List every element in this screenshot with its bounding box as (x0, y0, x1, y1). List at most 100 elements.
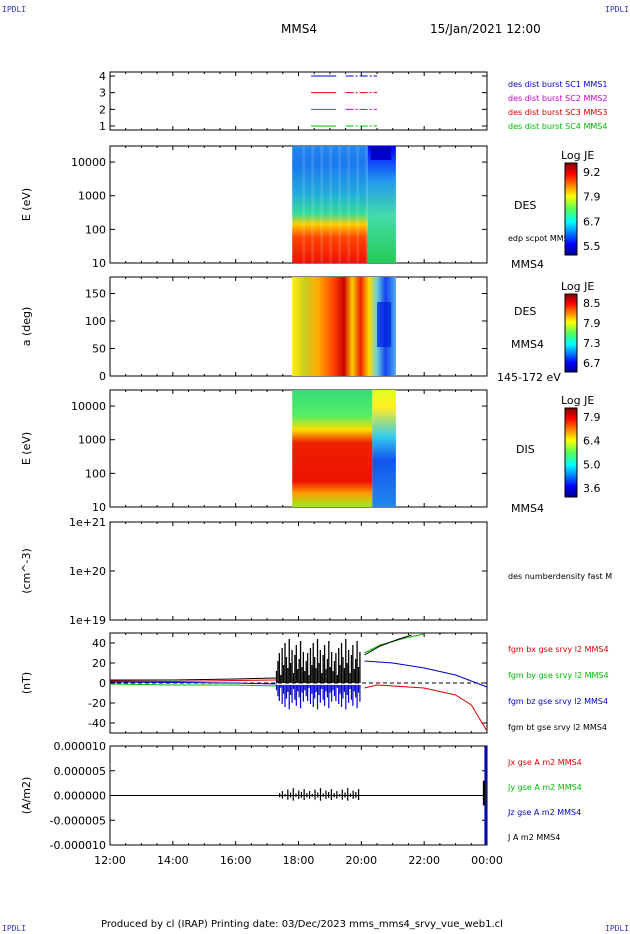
series-label: des numberdensity fast M (508, 572, 612, 581)
time-tick-label: 14:00 (157, 854, 189, 867)
y-tick-label: 10000 (71, 156, 106, 169)
y-tick-label: 0 (99, 677, 106, 690)
instrument-label: DIS (516, 443, 535, 456)
colorbar-tick-label: 6.7 (583, 215, 601, 228)
datetime-title: 15/Jan/2021 12:00 (430, 22, 541, 36)
spectrogram-high-energy-patch (370, 146, 392, 160)
spacecraft-title: MMS4 (281, 22, 317, 36)
bt-line (110, 677, 277, 681)
time-tick-label: 22:00 (408, 854, 440, 867)
spectrogram-stripe (329, 146, 333, 263)
colorbar (564, 407, 578, 498)
y-tick-label: 40 (92, 637, 106, 650)
time-tick-label: 12:00 (94, 854, 126, 867)
y-tick-label: 0.000000 (54, 790, 107, 803)
series-label: fgm by gse srvy l2 MMS4 (508, 671, 609, 680)
colorbar-tick-label: 7.9 (583, 191, 601, 204)
panel-6: -40 -20 0 20 40 (nT) fgm bx gse srvy l2 MMS4 fg… (20, 632, 609, 734)
spacecraft-label: MMS4 (511, 502, 544, 515)
y-tick-label: 100 (85, 467, 106, 480)
series-label: des dist burst SC4 MMS4 (508, 122, 607, 131)
y-tick-label: 4 (99, 70, 106, 83)
by-line (109, 683, 277, 687)
series-label: des dist burst SC1 MMS1 (508, 80, 607, 89)
corner-label-top-left: IPDLI (2, 5, 27, 14)
y-tick-label: -0.000010 (50, 839, 106, 852)
panel-frame (109, 71, 488, 131)
spectrogram-stripe (347, 146, 351, 263)
y-axis-label: (cm^-3) (20, 548, 33, 594)
y-tick-label: 0 (99, 370, 106, 383)
y-tick-label: 0.000005 (54, 765, 107, 778)
y-tick-label: 3 (99, 87, 106, 100)
y-axis-label: E (eV) (20, 432, 33, 465)
bx-line (364, 684, 488, 732)
plot-area: 1 2 3 4 des dist burst SC1 MMS1 des dist burs… (20, 70, 612, 867)
colorbar-tick-label: 6.7 (583, 357, 601, 370)
time-tick-label: 20:00 (345, 854, 377, 867)
spectrogram-stripe (302, 146, 306, 263)
y-tick-label: -20 (88, 697, 106, 710)
y-tick-label: 1 (99, 120, 106, 133)
panel-1: 1 2 3 4 des dist burst SC1 MMS1 des dist burs… (99, 70, 607, 133)
y-tick-label: 50 (92, 343, 106, 356)
colorbar-tick-label: 6.4 (583, 435, 601, 448)
colorbar-title: Log JE (561, 280, 594, 293)
pitch-angle-low-patch (377, 302, 392, 347)
y-tick-label: 150 (85, 288, 106, 301)
y-tick-label: 20 (92, 657, 106, 670)
series-label: Jz gse A m2 MMS4 (507, 808, 581, 817)
spectrogram-stripe (320, 146, 324, 263)
colorbar-tick-label: 7.3 (583, 337, 601, 350)
colorbar-tick-label: 7.9 (583, 411, 601, 424)
bz-line (364, 660, 488, 688)
panel-3: 0 50 100 150 a (deg) DES MMS4 145-172 eV Log JE 8… (20, 276, 601, 384)
y-tick-label: 2 (99, 103, 106, 116)
y-tick-label: 1e+19 (69, 614, 106, 627)
spectrogram-late (367, 146, 396, 263)
panel-7: -0.000010 -0.000005 0.000000 0.000005 0.0000… (20, 740, 582, 867)
spacecraft-label: MMS4 (511, 258, 544, 271)
series-label: Jy gse A m2 MMS4 (507, 783, 582, 792)
panel-frame (109, 521, 488, 621)
series-label: fgm bz gse srvy l2 MMS4 (508, 697, 608, 706)
colorbar (564, 162, 578, 256)
y-tick-label: 10 (92, 501, 106, 514)
footer-credits: Produced by cl (IRAP) Printing date: 03/… (101, 919, 503, 930)
overlay-label: edp scpot MMS4 (508, 234, 574, 243)
corner-label-top-right: IPDLI (605, 5, 630, 14)
colorbar-tick-label: 7.9 (583, 317, 601, 330)
series-label: Jx gse A m2 MMS4 (507, 758, 582, 767)
time-tick-label: 18:00 (283, 854, 315, 867)
colorbar-tick-label: 8.5 (583, 297, 601, 310)
y-tick-label: 1e+21 (69, 516, 106, 529)
panel-5: 1e+19 1e+20 1e+21 (cm^-3) des numberdensity … (20, 516, 612, 627)
y-axis-label: a (deg) (20, 307, 33, 347)
y-tick-label: 1000 (78, 190, 106, 203)
colorbar-tick-label: 5.5 (583, 240, 601, 253)
colorbar-tick-label: 9.2 (583, 166, 601, 179)
spacecraft-label: MMS4 (511, 338, 544, 351)
y-tick-label: 100 (85, 315, 106, 328)
spectrogram-early (292, 146, 368, 263)
instrument-label: DES (514, 305, 536, 318)
series-label: J A m2 MMS4 (507, 833, 560, 842)
colorbar (564, 293, 578, 373)
bt-line (364, 634, 412, 656)
colorbar-tick-label: 5.0 (583, 458, 601, 471)
y-tick-label: -40 (88, 717, 106, 730)
corner-label-bottom-left: IPDLI (2, 924, 27, 933)
y-tick-label: 1e+20 (69, 565, 106, 578)
colorbar-title: Log JE (561, 394, 594, 407)
bx-line (109, 679, 277, 683)
y-tick-label: 10000 (71, 400, 106, 413)
instrument-label: DES (514, 199, 536, 212)
colorbar-tick-label: 3.6 (583, 482, 601, 495)
spectrogram-stripe (311, 146, 315, 263)
y-tick-label: 100 (85, 223, 106, 236)
spectrogram-stripe (356, 146, 360, 263)
series-label: des dist burst SC2 MMS2 (508, 94, 607, 103)
spectrogram-early (292, 390, 373, 507)
time-tick-label: 00:00 (471, 854, 503, 867)
y-tick-label: 1000 (78, 434, 106, 447)
